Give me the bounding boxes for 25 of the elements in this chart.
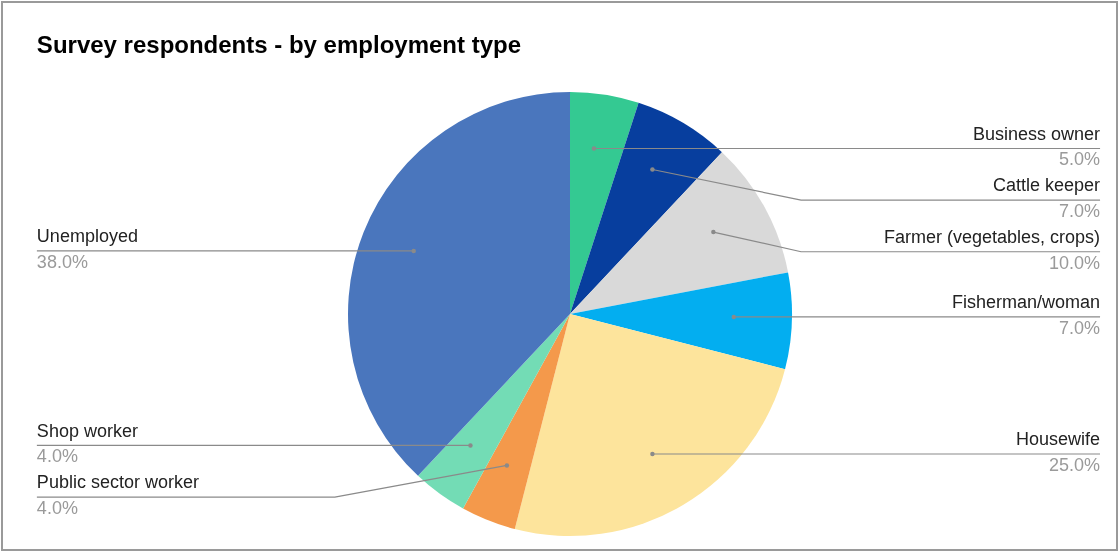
chart-title: Survey respondents - by employment type [36,30,521,58]
slice-label: Fisherman/woman [952,291,1101,312]
pie-slice [418,314,570,509]
slice-label: Business owner [972,123,1101,144]
data-label: 7.0% [1059,201,1101,222]
pie-slice [570,92,639,314]
data-label: 10.0% [1049,252,1101,273]
pie-slice [514,314,786,536]
pie-slice [348,92,570,476]
pie-slice [570,152,789,314]
data-label: 7.0% [1059,317,1101,338]
pie-slice [570,272,792,370]
pie-slice [570,102,722,314]
slice-label: Housewife [1016,429,1101,450]
slice-label: Cattle keeper [993,175,1101,196]
data-label: 38.0% [36,251,88,272]
data-label: 25.0% [1049,454,1101,475]
slice-label: Public sector worker [36,472,199,493]
data-label: 4.0% [36,446,78,467]
slice-label: Farmer (vegetables, crops) [883,226,1101,247]
slice-label: Shop worker [36,420,138,441]
data-label: 4.0% [36,498,78,519]
pie-slice [463,314,570,530]
data-label: 5.0% [1059,149,1101,170]
slice-label: Unemployed [36,225,138,246]
